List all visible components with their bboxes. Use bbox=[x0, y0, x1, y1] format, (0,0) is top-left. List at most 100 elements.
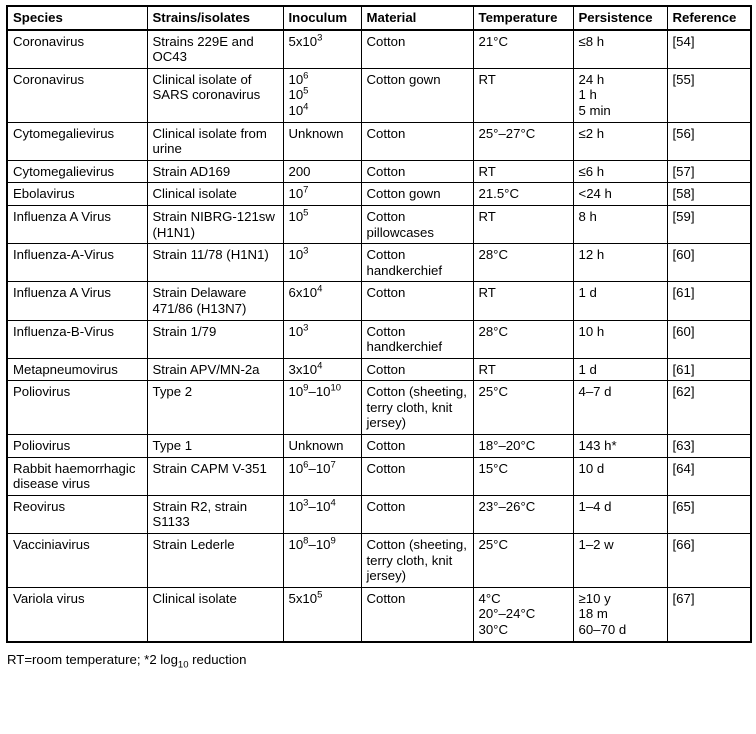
cell-strains: Strain R2, strain S1133 bbox=[146, 494, 284, 535]
table-header: Species Strains/isolates Inoculum Materi… bbox=[6, 5, 752, 31]
cell-material: Cotton bbox=[360, 29, 474, 69]
cell-temperature: RT bbox=[472, 159, 574, 184]
cell-persistence: 12 h bbox=[572, 243, 668, 283]
cell-temperature: RT bbox=[472, 281, 574, 321]
cell-material: Cotton handkerchief bbox=[360, 243, 474, 283]
cell-inoculum: 3x104 bbox=[282, 357, 362, 382]
cell-material: Cotton bbox=[360, 281, 474, 321]
cell-persistence: ≥10 y 18 m 60–70 d bbox=[572, 586, 668, 643]
cell-species: Rabbit haemorrhagic disease virus bbox=[6, 456, 148, 496]
cell-material: Cotton bbox=[360, 494, 474, 535]
cell-reference: [65] bbox=[666, 494, 752, 535]
cell-inoculum: 106 105 104 bbox=[282, 67, 362, 123]
cell-material: Cotton bbox=[360, 434, 474, 458]
column-header-persistence: Persistence bbox=[572, 5, 668, 31]
cell-reference: [61] bbox=[666, 357, 752, 382]
cell-strains: Strain CAPM V-351 bbox=[146, 456, 284, 496]
column-header-inoculum: Inoculum bbox=[282, 5, 362, 31]
cell-temperature: RT bbox=[472, 357, 574, 382]
column-header-species: Species bbox=[6, 5, 148, 31]
cell-inoculum: 200 bbox=[282, 159, 362, 184]
cell-strains: Strain 11/78 (H1N1) bbox=[146, 243, 284, 283]
cell-persistence: ≤8 h bbox=[572, 29, 668, 69]
cell-strains: Strain NIBRG-121sw (H1N1) bbox=[146, 204, 284, 245]
cell-species: Variola virus bbox=[6, 586, 148, 643]
cell-species: Reovirus bbox=[6, 494, 148, 535]
cell-inoculum: 5x103 bbox=[282, 29, 362, 69]
cell-reference: [55] bbox=[666, 67, 752, 123]
column-header-material: Material bbox=[360, 5, 474, 31]
table-body: Coronavirus Strains 229E and OC43 5x103 Cot… bbox=[6, 29, 752, 643]
table-row: Rabbit haemorrhagic disease virus Strain … bbox=[6, 456, 752, 496]
cell-inoculum: 105 bbox=[282, 204, 362, 245]
cell-inoculum: 103 bbox=[282, 243, 362, 283]
cell-temperature: 4°C 20°–24°C 30°C bbox=[472, 586, 574, 643]
cell-temperature: 18°–20°C bbox=[472, 434, 574, 458]
cell-persistence: 1 d bbox=[572, 357, 668, 382]
cell-species: Influenza A Virus bbox=[6, 204, 148, 245]
cell-reference: [60] bbox=[666, 319, 752, 359]
cell-material: Cotton (sheeting, terry cloth, knit jers… bbox=[360, 380, 474, 436]
cell-inoculum: 5x105 bbox=[282, 586, 362, 643]
cell-inoculum: 6x104 bbox=[282, 281, 362, 321]
cell-temperature: 28°C bbox=[472, 243, 574, 283]
cell-persistence: 10 h bbox=[572, 319, 668, 359]
cell-temperature: 25°C bbox=[472, 380, 574, 436]
cell-strains: Clinical isolate bbox=[146, 586, 284, 643]
cell-material: Cotton bbox=[360, 159, 474, 184]
cell-reference: [60] bbox=[666, 243, 752, 283]
table-row: Reovirus Strain R2, strain S1133 103–104 Co… bbox=[6, 494, 752, 535]
cell-species: Metapneumovirus bbox=[6, 357, 148, 382]
cell-species: Cytomegalievirus bbox=[6, 121, 148, 161]
table-row: Coronavirus Strains 229E and OC43 5x103 Cot… bbox=[6, 29, 752, 69]
cell-inoculum: 109–1010 bbox=[282, 380, 362, 436]
cell-persistence: ≤2 h bbox=[572, 121, 668, 161]
cell-persistence: 8 h bbox=[572, 204, 668, 245]
cell-reference: [63] bbox=[666, 434, 752, 458]
cell-material: Cotton pillowcases bbox=[360, 204, 474, 245]
table-row: Poliovirus Type 1 Unknown Cotton 18°–20°C 143… bbox=[6, 434, 752, 458]
footnote-suffix: reduction bbox=[188, 651, 247, 667]
cell-inoculum: 106–107 bbox=[282, 456, 362, 496]
footnote-prefix: RT=room temperature; *2 log bbox=[7, 651, 178, 667]
table-header-row: Species Strains/isolates Inoculum Materi… bbox=[6, 5, 752, 31]
cell-reference: [66] bbox=[666, 533, 752, 588]
table-row: Vacciniavirus Strain Lederle 108–109 Cotton… bbox=[6, 533, 752, 588]
footnote-subscript: 10 bbox=[177, 659, 189, 671]
table-row: Influenza-B-Virus Strain 1/79 103 Cotton ha… bbox=[6, 319, 752, 359]
cell-persistence: <24 h bbox=[572, 182, 668, 206]
table-row: Metapneumovirus Strain APV/MN-2a 3x104 Cott… bbox=[6, 357, 752, 382]
cell-strains: Type 2 bbox=[146, 380, 284, 436]
cell-species: Influenza A Virus bbox=[6, 281, 148, 321]
cell-species: Poliovirus bbox=[6, 434, 148, 458]
cell-reference: [64] bbox=[666, 456, 752, 496]
cell-reference: [56] bbox=[666, 121, 752, 161]
cell-strains: Type 1 bbox=[146, 434, 284, 458]
cell-strains: Clinical isolate from urine bbox=[146, 121, 284, 161]
cell-reference: [61] bbox=[666, 281, 752, 321]
cell-species: Cytomegalievirus bbox=[6, 159, 148, 184]
cell-material: Cotton gown bbox=[360, 67, 474, 123]
cell-inoculum: 103 bbox=[282, 319, 362, 359]
column-header-reference: Reference bbox=[666, 5, 752, 31]
cell-species: Ebolavirus bbox=[6, 182, 148, 206]
table-row: Poliovirus Type 2 109–1010 Cotton (sheeting… bbox=[6, 380, 752, 436]
cell-species: Poliovirus bbox=[6, 380, 148, 436]
cell-reference: [62] bbox=[666, 380, 752, 436]
table-row: Cytomegalievirus Clinical isolate from ur… bbox=[6, 121, 752, 161]
cell-reference: [57] bbox=[666, 159, 752, 184]
cell-persistence: 1–2 w bbox=[572, 533, 668, 588]
virus-persistence-table: Species Strains/isolates Inoculum Materi… bbox=[6, 5, 752, 643]
table-row: Influenza A Virus Strain Delaware 471/86 … bbox=[6, 281, 752, 321]
cell-material: Cotton bbox=[360, 586, 474, 643]
cell-temperature: 21°C bbox=[472, 29, 574, 69]
cell-temperature: RT bbox=[472, 204, 574, 245]
table-row: Ebolavirus Clinical isolate 107 Cotton gown… bbox=[6, 182, 752, 206]
cell-material: Cotton handkerchief bbox=[360, 319, 474, 359]
table-row: Cytomegalievirus Strain AD169 200 Cotton RT ≤… bbox=[6, 159, 752, 184]
cell-strains: Strain 1/79 bbox=[146, 319, 284, 359]
column-header-strains: Strains/isolates bbox=[146, 5, 284, 31]
cell-reference: [59] bbox=[666, 204, 752, 245]
cell-strains: Strain Lederle bbox=[146, 533, 284, 588]
